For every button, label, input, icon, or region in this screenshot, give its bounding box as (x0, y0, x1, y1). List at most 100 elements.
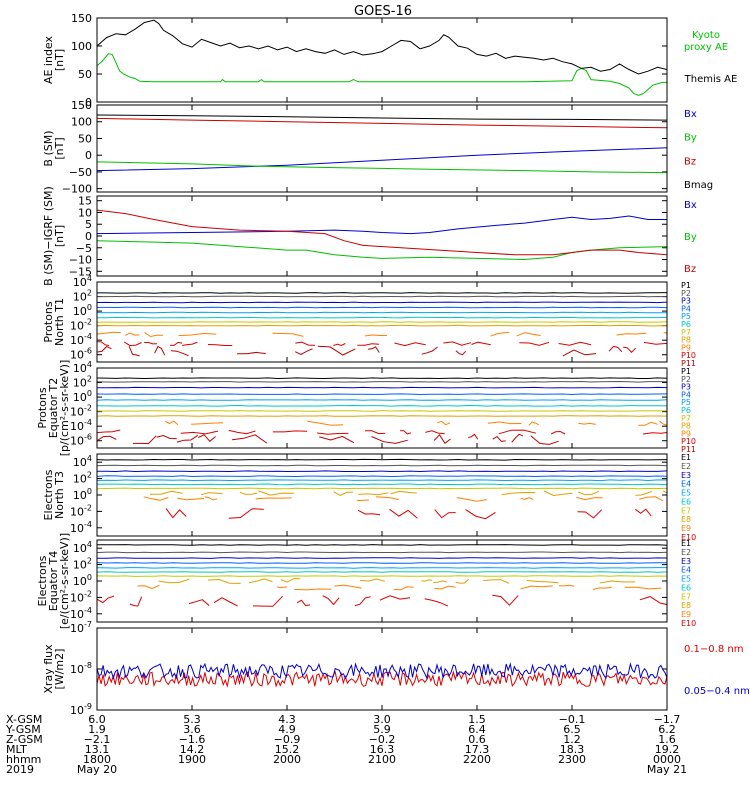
series-line (577, 509, 603, 519)
series-line (182, 341, 198, 346)
series-line (97, 557, 667, 559)
series-line (471, 341, 491, 346)
series-line (248, 578, 273, 584)
ephemeris-value: 2200 (463, 753, 491, 766)
y-tick-label: 10-6 (70, 347, 92, 362)
y-axis-label: B (SM) (42, 130, 55, 166)
panel-frame (96, 453, 668, 537)
y-tick-label: −15 (69, 265, 92, 278)
ephemeris-row-label: Y-GSM (5, 723, 41, 736)
y-tick-label: −10 (69, 254, 92, 267)
series-line (97, 386, 667, 389)
series-line (530, 435, 559, 445)
series-line (357, 509, 381, 516)
series-line (354, 596, 371, 607)
series-line (659, 420, 667, 426)
series-line (639, 496, 664, 502)
series-line (97, 240, 667, 261)
series-line (333, 491, 354, 496)
series-line (358, 492, 389, 496)
series-line (191, 422, 224, 425)
series-line (317, 345, 356, 356)
series-line (97, 306, 667, 309)
y-tick-label: 10-7 (70, 620, 92, 635)
series-line (389, 508, 418, 519)
series-line (511, 433, 524, 443)
legend-label: Bmag (684, 180, 713, 191)
legend-label: By (684, 133, 697, 144)
series-line (97, 479, 667, 482)
series-line (639, 596, 667, 606)
series-line (443, 341, 472, 346)
ephemeris-value: 17.3 (465, 743, 490, 756)
series-line (97, 53, 667, 96)
series-line (360, 578, 386, 582)
series-line (433, 433, 451, 445)
series-line (368, 346, 380, 353)
y-axis-label: Equator T2 (47, 378, 60, 438)
series-line (97, 464, 667, 467)
ephemeris-value: 0000 (653, 753, 681, 766)
legend-label: E6 (681, 497, 691, 506)
series-line (334, 584, 362, 589)
legend-label: By (684, 232, 697, 243)
series-line (97, 575, 667, 577)
panel-frame (96, 539, 668, 623)
series-line (421, 579, 433, 582)
series-line (434, 509, 456, 519)
legend-label: E1 (681, 539, 691, 548)
series-line (97, 404, 667, 407)
plot-area (97, 292, 667, 357)
series-line (400, 430, 412, 435)
legend-label: Bx (684, 109, 697, 120)
y-tick-label: 10-8 (70, 661, 92, 676)
series-line (516, 332, 541, 337)
series-line (492, 594, 519, 606)
y-tick-label: 50 (78, 68, 92, 81)
ephemeris-value: −1.6 (179, 733, 206, 746)
series-line (165, 508, 187, 519)
ephemeris-value: 13.1 (85, 743, 110, 756)
series-line (424, 598, 449, 607)
legend-label: P11 (681, 359, 696, 368)
y-tick-label: 104 (73, 454, 92, 469)
ephemeris-value: −0.1 (559, 713, 586, 726)
series-line (150, 490, 183, 495)
series-line (455, 578, 470, 584)
series-line (543, 490, 573, 497)
y-tick-label: 150 (71, 99, 92, 112)
series-line (520, 497, 534, 500)
legend-label: P10 (681, 351, 696, 360)
series-line (433, 580, 447, 583)
series-line (228, 429, 256, 435)
series-line (280, 578, 301, 583)
series-line (97, 435, 117, 442)
series-line (333, 343, 346, 347)
legend-label: Bz (684, 156, 696, 167)
legend-label: P2 (681, 375, 691, 384)
y-tick-label: 150 (71, 12, 92, 25)
y-axis-label: [nT] (53, 137, 66, 159)
series-line (468, 433, 479, 440)
panel-frame (96, 195, 668, 277)
series-line (294, 348, 313, 355)
series-line (200, 492, 223, 496)
y-tick-label: 100 (71, 40, 92, 53)
series-line (97, 377, 667, 380)
y-axis-label: [e/(cm²-s-sr-keV)] (58, 533, 71, 629)
series-line (97, 662, 667, 680)
series-line (97, 410, 667, 412)
plot-area (97, 209, 667, 261)
y-tick-label: 100 (73, 573, 92, 588)
y-axis-label: AE index (42, 35, 55, 84)
series-line (276, 586, 288, 589)
series-line (97, 295, 667, 298)
legend-label: 0.1−0.8 nm (684, 644, 743, 655)
series-line (528, 421, 540, 426)
ephemeris-value: 6.5 (563, 723, 581, 736)
ephemeris-row-label: MLT (6, 743, 27, 756)
series-line (178, 332, 217, 337)
y-tick-label: 104 (73, 540, 92, 555)
series-line (132, 435, 157, 445)
legend-label: E2 (681, 548, 691, 557)
